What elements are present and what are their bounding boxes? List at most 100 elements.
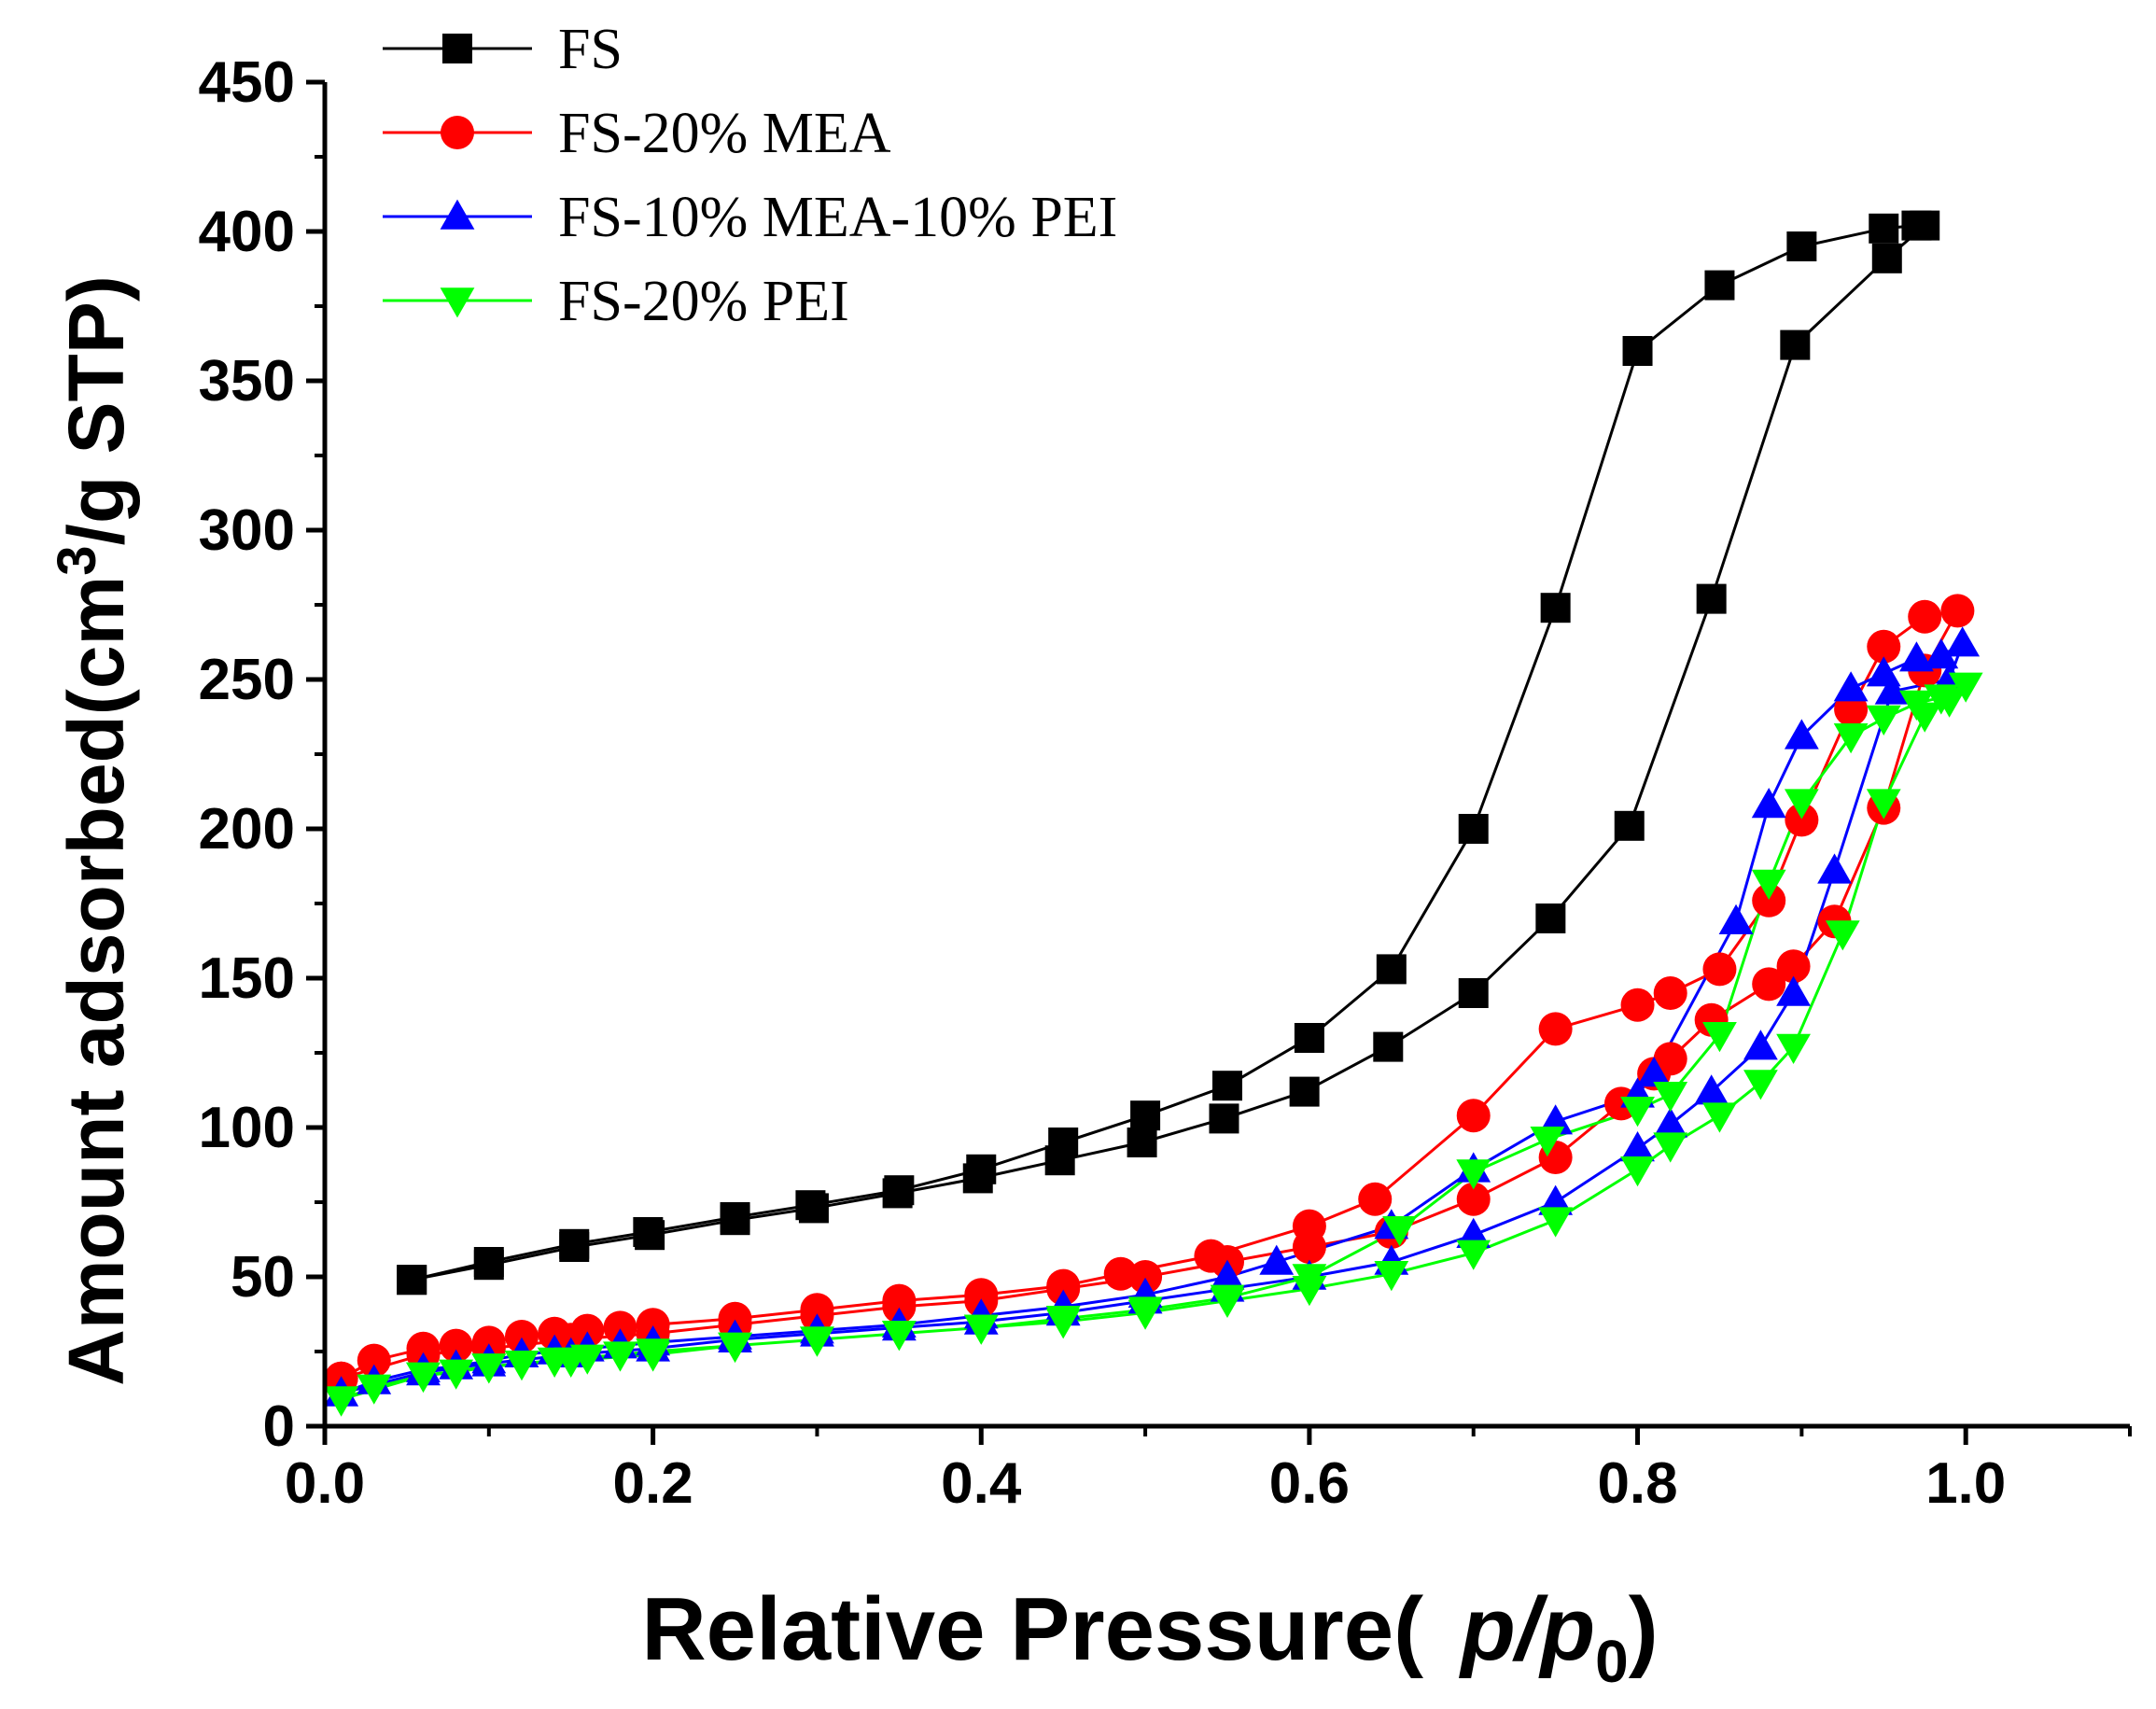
y-axis-title: Amount adsorbed(cm3/g STP): [47, 275, 140, 1386]
legend-marker-fs-20pct-pei: [440, 287, 475, 318]
data-point-fs: [1212, 1071, 1242, 1101]
data-point-fs-20pct-mea: [1940, 594, 1975, 628]
data-point-fs: [473, 1250, 504, 1281]
data-point-fs-20pct-pei: [1907, 702, 1942, 733]
data-point-fs-20pct-pei: [1702, 1022, 1737, 1053]
data-point-fs-20pct-pei: [1456, 1240, 1491, 1270]
data-point-fs-20pct-pei: [1833, 723, 1869, 754]
data-point-fs-20pct-mea: [1046, 1271, 1081, 1306]
data-point-fs-20pct-pei: [357, 1374, 392, 1405]
data-point-fs: [1127, 1128, 1157, 1157]
legend-label-fs-20pct-mea: FS-20% MEA: [558, 102, 891, 165]
data-point-fs-20pct-pei: [1620, 1156, 1655, 1187]
data-point-fs-10pct-mea-10pct-pei: [1653, 1107, 1688, 1138]
data-point-fs-20pct-mea: [1103, 1256, 1138, 1291]
data-point-fs-10pct-mea-10pct-pei: [1833, 671, 1869, 702]
data-point-fs-10pct-mea-10pct-pei: [1874, 674, 1910, 705]
data-point-fs-20pct-mea: [439, 1328, 473, 1363]
data-point-fs-20pct-pei: [636, 1341, 671, 1372]
data-point-fs: [1614, 810, 1645, 841]
data-point-fs-20pct-pei: [1653, 1132, 1688, 1163]
data-point-fs-20pct-mea: [1702, 952, 1737, 987]
data-point-fs-20pct-mea: [603, 1310, 637, 1345]
legend: FS FS-20% MEA FS-10% MEA-10% PEI FS-20% PEI: [383, 18, 1117, 333]
data-point-fs-20pct-pei: [1538, 1207, 1574, 1238]
data-point-fs-20pct-pei: [1530, 1127, 1565, 1157]
y-tick-label: 150: [199, 946, 295, 1011]
data-point-fs-20pct-mea: [1292, 1230, 1326, 1264]
data-point-fs-20pct-mea: [1752, 967, 1786, 1002]
legend-label-fs: FS: [558, 18, 623, 81]
data-point-fs-20pct-pei: [406, 1362, 441, 1393]
data-point-fs-20pct-mea: [1867, 629, 1901, 664]
data-point-fs: [1458, 814, 1489, 844]
y-tick-label: 250: [199, 648, 295, 712]
data-point-fs: [397, 1265, 427, 1296]
data-point-fs-20pct-pei: [1127, 1299, 1163, 1330]
data-point-fs-20pct-pei: [553, 1347, 589, 1378]
data-point-fs-20pct-pei: [1932, 687, 1967, 718]
data-point-fs: [1373, 1031, 1404, 1062]
data-point-fs-20pct-pei: [1653, 1082, 1688, 1113]
data-point-fs-20pct-pei: [471, 1353, 507, 1384]
data-point-fs-20pct-pei: [1743, 1070, 1778, 1100]
x-axis-title-variable: p/p: [1458, 1579, 1595, 1679]
legend-label-fs-10pct-mea-10pct-pei: FS-10% MEA-10% PEI: [558, 186, 1117, 249]
data-point-fs: [882, 1178, 913, 1209]
data-point-fs: [1786, 231, 1817, 261]
data-point-fs-20pct-mea: [357, 1343, 391, 1378]
tick-labels: 0 50 100 150 200 250 300 350 400 450 0.0 0.2 0.4 0.6 0…: [199, 50, 2007, 1516]
x-axis-title-close: ): [1629, 1579, 1659, 1679]
data-point-fs-10pct-mea-10pct-pei: [1945, 626, 1981, 657]
data-point-fs-20pct-pei: [439, 1359, 474, 1390]
x-tick-label: 0.0: [285, 1451, 365, 1516]
data-point-fs-20pct-pei: [1866, 705, 1901, 735]
data-point-fs-20pct-mea: [1358, 1182, 1393, 1216]
data-point-fs: [1130, 1100, 1161, 1131]
data-point-fs-20pct-mea: [1908, 599, 1942, 634]
x-tick-label: 0.4: [941, 1451, 1022, 1516]
legend-marker-fs-20pct-mea: [441, 116, 474, 149]
data-point-fs: [1910, 210, 1940, 241]
data-point-fs-20pct-mea: [1128, 1260, 1163, 1294]
data-point-fs-10pct-mea-10pct-pei: [1776, 975, 1811, 1006]
data-point-fs-10pct-mea-10pct-pei: [1751, 788, 1786, 819]
data-point-fs: [1871, 243, 1902, 273]
data-point-fs: [1044, 1145, 1075, 1176]
data-point-fs-20pct-pei: [1292, 1276, 1327, 1307]
data-point-fs: [1535, 904, 1566, 933]
data-point-fs-20pct-mea: [1538, 1012, 1573, 1046]
legend-label-fs-20pct-pei: FS-20% PEI: [558, 270, 849, 333]
y-axis-title-label: Amount adsorbed(cm: [52, 576, 140, 1386]
y-tick-label: 400: [199, 200, 295, 264]
data-point-fs: [1696, 583, 1727, 614]
data-point-fs: [1458, 978, 1489, 1008]
data-point-fs: [1622, 336, 1653, 366]
x-axis-title-label: Relative Pressure(: [641, 1579, 1423, 1679]
data-point-fs-20pct-mea: [504, 1320, 539, 1353]
data-point-fs: [1780, 329, 1811, 360]
x-axis-title-subscript: 0: [1595, 1628, 1629, 1695]
x-axis-title: Relative Pressure( p/p0): [641, 1579, 1658, 1695]
data-point-fs: [559, 1232, 590, 1262]
data-point-fs-10pct-mea-10pct-pei: [1718, 904, 1754, 934]
data-point-fs-20pct-pei: [1045, 1309, 1081, 1339]
y-tick-label: 200: [199, 797, 295, 862]
data-point-fs: [798, 1193, 829, 1224]
y-tick-label: 350: [199, 349, 295, 413]
y-tick-label: 50: [231, 1245, 295, 1310]
data-point-fs: [962, 1163, 993, 1194]
data-point-fs-20pct-pei: [504, 1351, 539, 1381]
data-point-fs-10pct-mea-10pct-pei: [1620, 1131, 1655, 1162]
data-point-fs-20pct-pei: [1751, 869, 1786, 900]
data-point-fs: [1704, 270, 1735, 301]
axes: [306, 79, 2132, 1445]
data-point-fs-20pct-pei: [1776, 1033, 1811, 1064]
data-point-fs-20pct-pei: [718, 1332, 752, 1363]
data-point-fs-20pct-pei: [800, 1326, 834, 1357]
data-point-fs-20pct-mea: [1456, 1182, 1491, 1216]
data-point-fs-10pct-mea-10pct-pei: [1636, 1057, 1672, 1087]
data-point-fs-20pct-mea: [1620, 988, 1655, 1022]
data-point-fs-20pct-pei: [1784, 789, 1819, 819]
x-tick-label: 0.8: [1597, 1451, 1677, 1516]
